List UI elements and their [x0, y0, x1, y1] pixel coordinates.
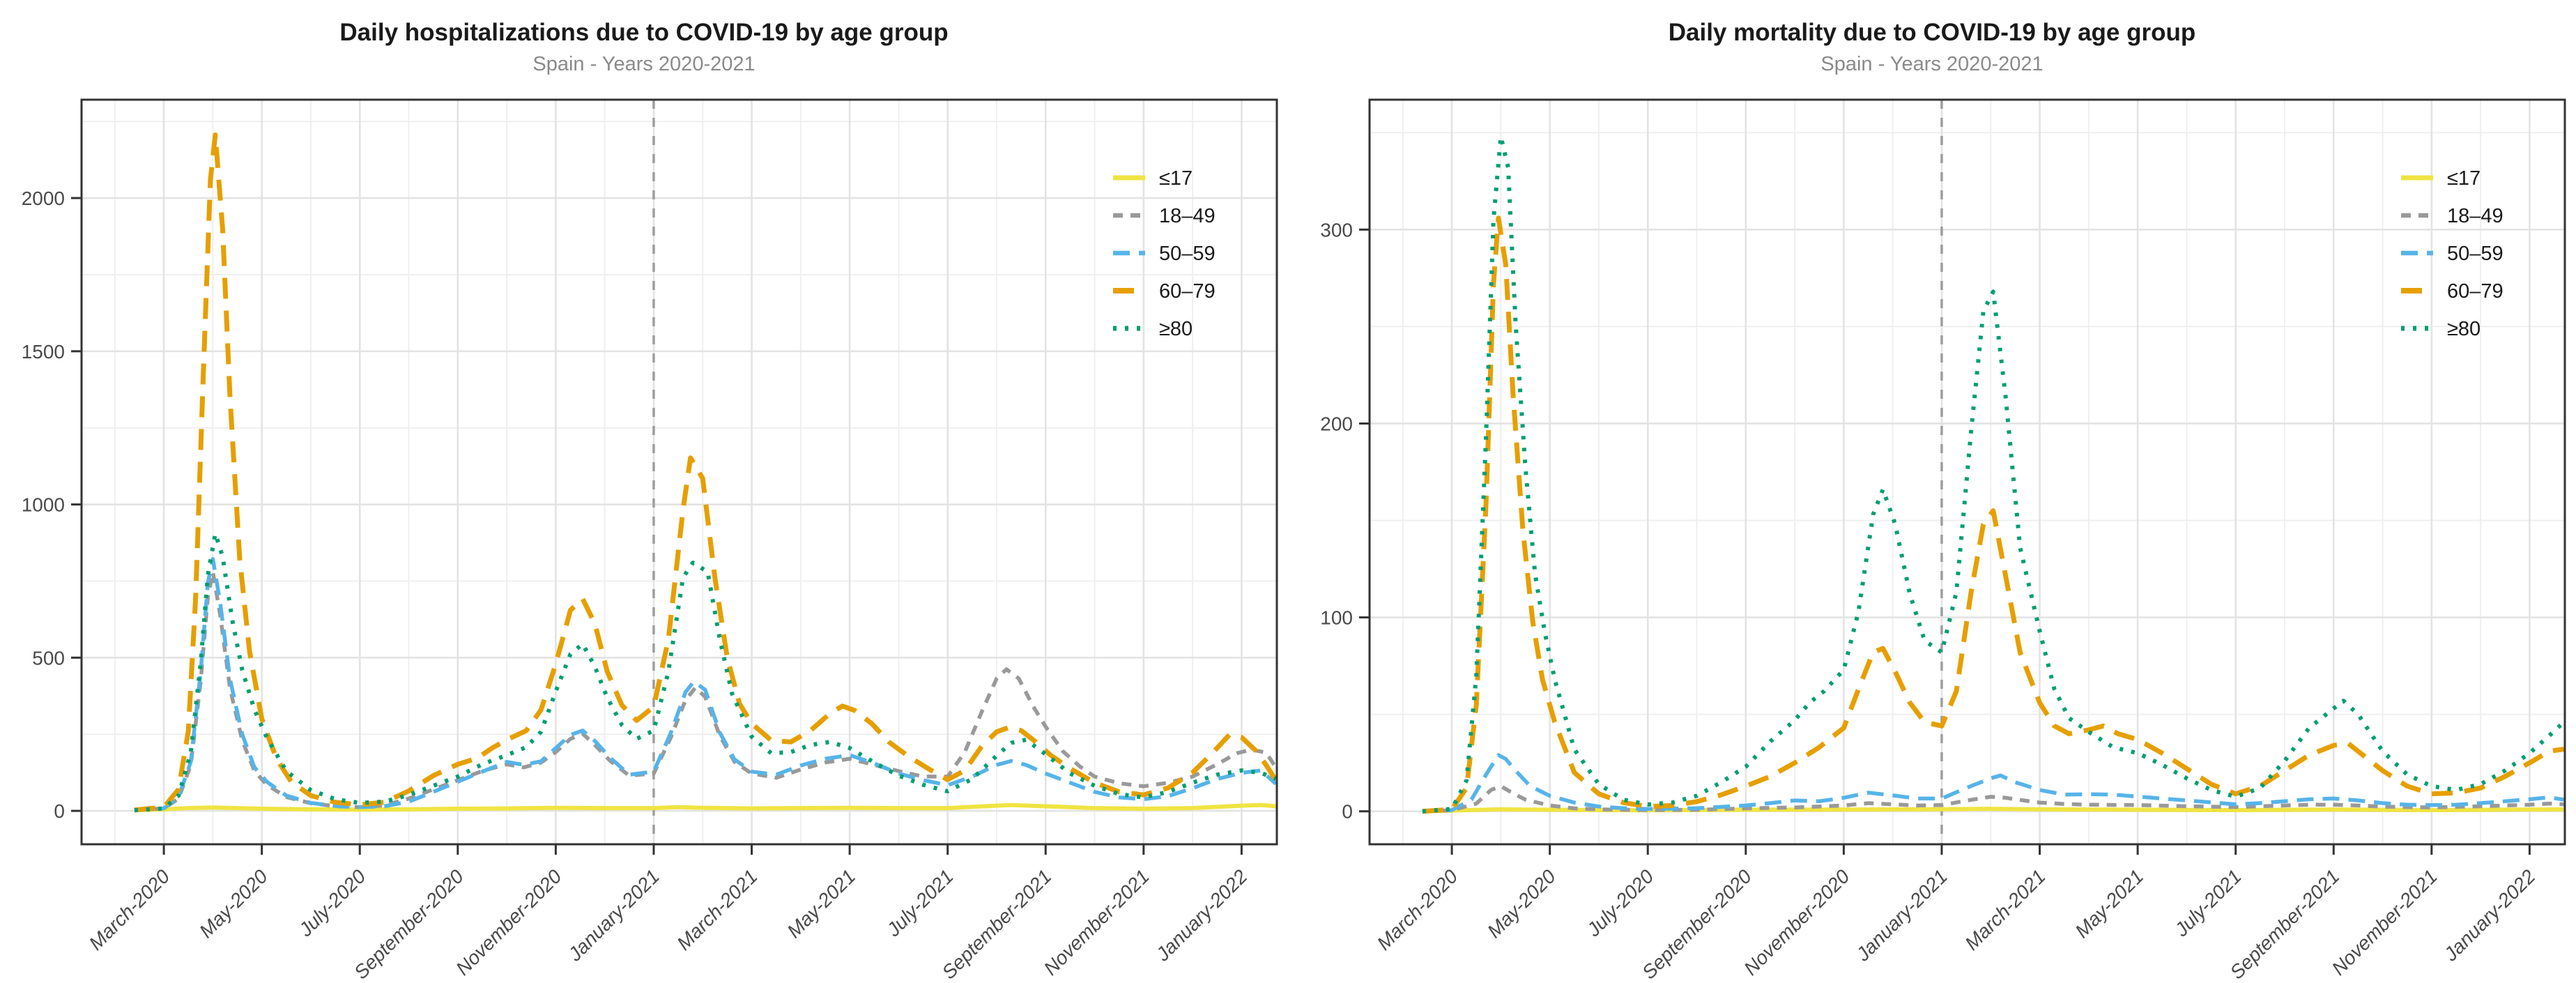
x-tick-label: November-2020 — [452, 865, 566, 980]
mortality-chart: Daily mortality due to COVID-19 by age g… — [1288, 0, 2576, 983]
x-tick-label: March-2021 — [1961, 865, 2050, 954]
panel-border — [1368, 98, 2566, 846]
x-tick-label: May-2021 — [2071, 865, 2147, 942]
legend-item-age-80-plus: ≥80 — [2401, 318, 2481, 340]
legend-label-age-18-49: 18–49 — [2447, 205, 2504, 227]
x-tick-label: May-2020 — [1483, 865, 1560, 942]
panel-background — [1370, 100, 2565, 844]
y-tick-label: 0 — [1342, 801, 1353, 823]
x-tick-label: March-2021 — [673, 865, 762, 954]
series-line-age-60-79 — [134, 132, 1278, 813]
legend-item-age-50-59: 50–59 — [1113, 243, 1216, 265]
x-tick-label: January-2021 — [563, 865, 664, 966]
panel-border — [80, 98, 1278, 846]
x-tick-label: January-2022 — [1151, 865, 1252, 966]
legend-item-age-60-79: 60–79 — [1113, 280, 1216, 303]
series-line-age-under-17 — [1422, 807, 2564, 814]
hospitalizations-chart: Daily hospitalizations due to COVID-19 b… — [22, 19, 1278, 983]
x-tick-label: July-2021 — [882, 865, 957, 940]
x-tick-label: September-2021 — [937, 865, 1055, 983]
x-tick-label: January-2021 — [1851, 865, 1952, 966]
x-tick-label: May-2020 — [195, 865, 272, 942]
legend: ≤17 18–49 50–59 60–79 ≥80 — [2401, 167, 2504, 340]
legend-item-age-18-49: 18–49 — [1113, 205, 1216, 227]
legend-item-age-80-plus: ≥80 — [1113, 318, 1193, 340]
series-line-age-80-plus — [1422, 134, 2566, 814]
series-lines — [1422, 134, 2566, 814]
legend-item-age-60-79: 60–79 — [2401, 280, 2504, 303]
x-tick-label: July-2020 — [1582, 865, 1658, 941]
x-tick-label: July-2021 — [2170, 865, 2245, 940]
y-tick-label: 1000 — [22, 494, 65, 516]
plot-area: March-2020 May-2020 July-2020September-202… — [22, 98, 1278, 983]
legend-item-age-18-49: 18–49 — [2401, 205, 2504, 227]
x-tick-label: November-2020 — [1740, 865, 1854, 980]
x-tick-label: January-2022 — [2439, 865, 2540, 966]
legend-label-age-under-17: ≤17 — [2447, 167, 2481, 190]
series-line-age-50-59 — [1422, 753, 2565, 814]
x-tick-label: September-2020 — [350, 865, 468, 983]
minor-gridlines — [1370, 100, 2565, 844]
chart-title: Daily mortality due to COVID-19 by age g… — [1669, 19, 2196, 46]
chart-subtitle: Spain - Years 2020-2021 — [1820, 53, 2043, 75]
x-tick-label: November-2021 — [2328, 865, 2442, 980]
chart-title: Daily hospitalizations due to COVID-19 b… — [339, 19, 948, 46]
x-tick-label: March-2020 — [85, 865, 174, 954]
y-tick-label: 100 — [1320, 607, 1353, 629]
mortality-chart-svg: Daily mortality due to COVID-19 by age g… — [1320, 19, 2566, 983]
y-tick-label: 1500 — [22, 341, 65, 363]
hospitalizations-chart-svg: Daily hospitalizations due to COVID-19 b… — [22, 19, 1278, 983]
legend: ≤17 18–49 50–59 60–79 ≥80 — [1113, 167, 1216, 340]
x-tick-label: May-2021 — [783, 865, 859, 942]
series-line-age-50-59 — [134, 557, 1278, 812]
series-line-age-60-79 — [1422, 215, 2565, 814]
legend-item-age-under-17: ≤17 — [1113, 167, 1193, 190]
x-tick-label: July-2020 — [294, 865, 370, 941]
plot-area: March-2020 May-2020 July-2020September-202… — [1320, 98, 2566, 983]
y-tick-label: 0 — [54, 800, 65, 822]
y-tick-label: 2000 — [22, 188, 65, 209]
legend-label-age-60-79: 60–79 — [1159, 280, 1216, 303]
y-tick-label: 500 — [32, 647, 65, 669]
legend-label-age-under-17: ≤17 — [1159, 167, 1193, 190]
y-tick-label: 300 — [1320, 219, 1353, 241]
minor-gridlines — [82, 100, 1277, 844]
legend-label-age-18-49: 18–49 — [1159, 205, 1216, 227]
series-line-age-under-17 — [134, 802, 1276, 813]
y-tick-label: 200 — [1320, 413, 1353, 434]
legend-label-age-50-59: 50–59 — [2447, 243, 2504, 265]
major-gridlines — [1370, 100, 2565, 844]
x-tick-label: September-2021 — [2225, 865, 2343, 983]
chart-subtitle: Spain - Years 2020-2021 — [532, 53, 755, 75]
legend-item-age-under-17: ≤17 — [2401, 167, 2481, 190]
series-line-age-18-49 — [134, 570, 1278, 812]
legend-item-age-50-59: 50–59 — [2401, 243, 2504, 265]
legend-label-age-80-plus: ≥80 — [2447, 318, 2481, 340]
x-tick-label: September-2020 — [1638, 865, 1756, 983]
legend-label-age-60-79: 60–79 — [2447, 280, 2504, 303]
panel-background — [82, 100, 1277, 844]
series-lines — [134, 132, 1278, 813]
legend-label-age-80-plus: ≥80 — [1159, 318, 1193, 340]
x-tick-label: March-2020 — [1373, 865, 1462, 954]
legend-label-age-50-59: 50–59 — [1159, 243, 1216, 265]
x-tick-label: November-2021 — [1040, 865, 1154, 980]
